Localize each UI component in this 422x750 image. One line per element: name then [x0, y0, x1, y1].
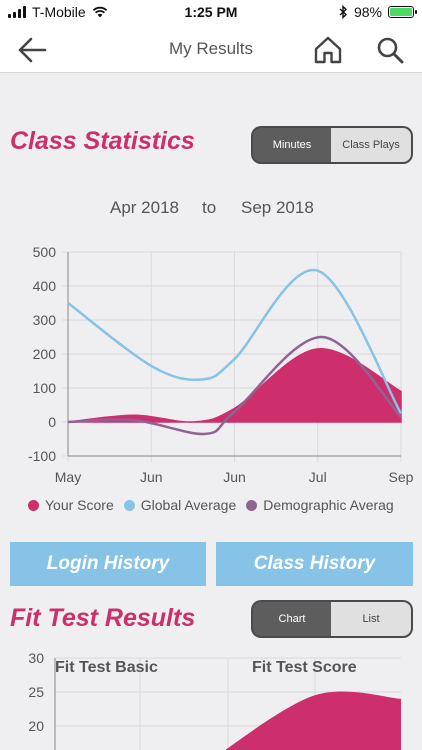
fit-test-title: Fit Test Results	[10, 604, 196, 632]
battery-level	[390, 8, 412, 16]
legend-dot	[123, 499, 135, 511]
bluetooth-icon	[339, 5, 347, 19]
fit-test-chart: 30 25 20 Fit Test Basic Fit Test Score	[28, 650, 401, 750]
carrier-label: T-Mobile	[32, 4, 86, 20]
x-tick-label: Jun	[140, 469, 163, 485]
y-tick-label: 100	[33, 380, 57, 396]
fit-test-toggle: Chart List	[251, 600, 413, 638]
date-separator: to	[202, 198, 217, 217]
y-tick-label: 30	[28, 650, 44, 666]
minutes-tab[interactable]: Minutes	[253, 128, 331, 162]
list-tab[interactable]: List	[331, 602, 411, 636]
home-icon	[314, 36, 342, 64]
back-arrow-icon	[18, 37, 47, 63]
legend-item-global-average: Global Average	[123, 497, 237, 513]
legend-label: Your Score	[45, 497, 114, 513]
legend-item-your-score: Your Score	[28, 497, 114, 513]
y-tick-label: 20	[28, 718, 44, 734]
chart-tab[interactable]: Chart	[253, 602, 331, 636]
legend-dot	[246, 499, 258, 511]
class-statistics-title: Class Statistics	[10, 127, 195, 155]
login-history-button[interactable]: Login History	[10, 542, 206, 586]
x-tick-label: May	[55, 469, 81, 485]
series-area-fit-test-score	[210, 691, 401, 750]
y-tick-label: 200	[33, 346, 57, 362]
legend-label: Global Average	[140, 497, 237, 513]
battery-percent: 98%	[353, 4, 382, 20]
chart-label-fit-test-basic: Fit Test Basic	[55, 659, 158, 676]
status-time: 1:25 PM	[184, 4, 238, 20]
search-icon	[377, 37, 404, 64]
y-tick-label: -100	[28, 448, 56, 464]
chart-legend: Your Score Global Average Demographic Aver…	[28, 497, 422, 513]
legend-item-demographic-averag: Demographic Averag	[246, 497, 394, 513]
status-right: 98%	[339, 4, 417, 20]
search-button[interactable]	[372, 32, 408, 68]
class-history-button[interactable]: Class History	[216, 542, 413, 586]
class-stats-toggle: Minutes Class Plays	[251, 126, 413, 164]
legend-label: Demographic Averag	[263, 497, 394, 513]
battery-icon	[388, 6, 417, 18]
x-tick-label: Jun	[223, 469, 246, 485]
class-plays-tab[interactable]: Class Plays	[331, 128, 411, 162]
status-left: T-Mobile	[8, 4, 108, 20]
series-line-demographic-averag	[67, 335, 402, 436]
x-tick-label: Jul	[309, 469, 327, 485]
series-line-global-average	[67, 268, 403, 415]
legend-dot	[28, 499, 39, 511]
y-tick-label: 500	[33, 244, 57, 260]
nav-bar: My Results	[0, 26, 422, 73]
y-tick-label: 0	[48, 414, 56, 430]
class-statistics-chart: 500 400 300 200 100 0 -100 May Jun Jun Jul Sep	[28, 244, 414, 485]
y-tick-label: 300	[33, 312, 57, 328]
signal-icon	[8, 6, 26, 18]
page-title: My Results	[168, 39, 254, 58]
y-tick-label: 25	[28, 684, 44, 700]
series-area-your-score	[67, 348, 402, 423]
back-button[interactable]	[14, 32, 50, 68]
y-tick-label: 400	[33, 278, 57, 294]
wifi-icon	[92, 6, 107, 18]
date-to: Sep 2018	[241, 198, 314, 217]
home-button[interactable]	[310, 32, 346, 68]
status-bar: T-Mobile 1:25 PM 98%	[0, 0, 422, 26]
x-tick-label: Sep	[389, 469, 414, 485]
date-from: Apr 2018	[110, 198, 179, 217]
chart-label-fit-test-score: Fit Test Score	[252, 659, 357, 676]
